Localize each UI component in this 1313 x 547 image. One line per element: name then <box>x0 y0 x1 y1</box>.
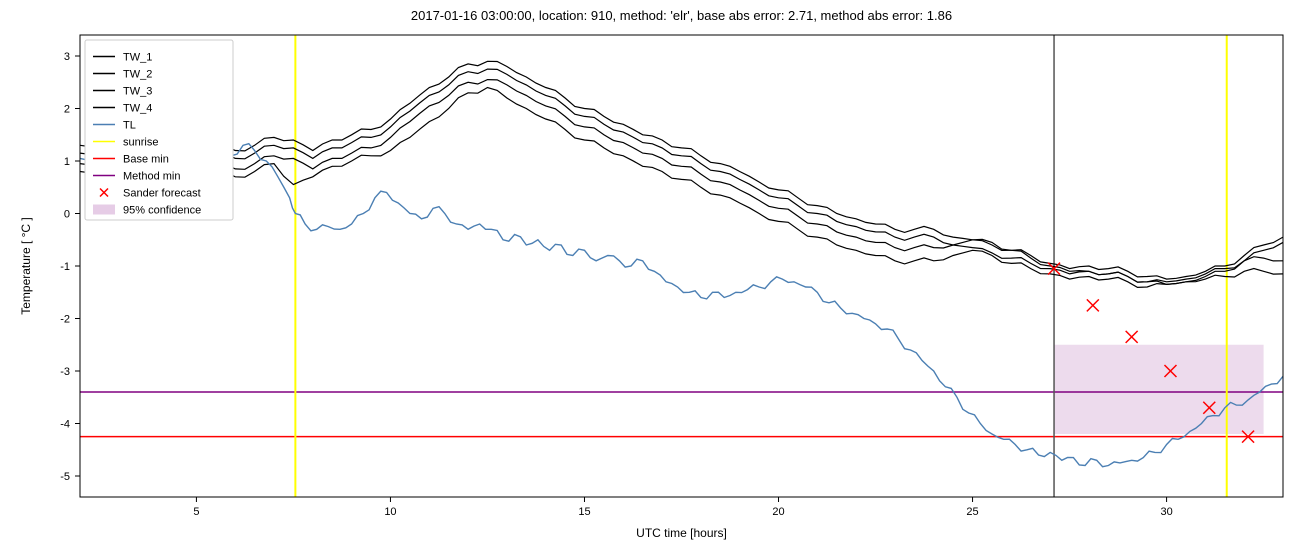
y-tick-label: -3 <box>60 366 70 378</box>
x-tick-label: 25 <box>966 506 978 518</box>
confidence-patch <box>1054 345 1264 434</box>
x-tick-label: 10 <box>384 506 396 518</box>
y-tick-label: 2 <box>64 104 70 116</box>
x-tick-label: 20 <box>772 506 784 518</box>
chart-title: 2017-01-16 03:00:00, location: 910, meth… <box>411 8 952 23</box>
legend-label: Base min <box>123 154 169 166</box>
legend-label: 95% confidence <box>123 205 201 217</box>
y-tick-label: -5 <box>60 471 70 483</box>
y-tick-label: 0 <box>64 209 70 221</box>
x-tick-label: 15 <box>578 506 590 518</box>
legend-label: TL <box>123 120 136 132</box>
legend: TW_1 TW_2 TW_3 TW_4 TL sunrise Base min Method … <box>85 40 233 220</box>
legend-label: TW_2 <box>123 69 152 81</box>
y-axis-label: Temperature [ °C ] <box>19 217 33 315</box>
y-tick-label: 1 <box>64 156 70 168</box>
legend-label: TW_3 <box>123 86 152 98</box>
x-tick-label: 5 <box>193 506 199 518</box>
y-tick-label: -4 <box>60 419 70 431</box>
legend-label: sunrise <box>123 137 158 149</box>
chart-container: 5 10 15 20 25 30 -5 -4 -3 -2 -1 0 1 2 3 UTC time [hours… <box>0 0 1313 547</box>
x-axis-label: UTC time [hours] <box>636 526 727 540</box>
legend-label: TW_1 <box>123 52 152 64</box>
y-tick-label: -2 <box>60 314 70 326</box>
legend-label: Method min <box>123 171 180 183</box>
y-tick-label: -1 <box>60 261 70 273</box>
legend-label: TW_4 <box>123 103 152 115</box>
x-tick-label: 30 <box>1160 506 1172 518</box>
y-tick-label: 3 <box>64 51 70 63</box>
legend-label: Sander forecast <box>123 188 201 200</box>
temperature-chart: 5 10 15 20 25 30 -5 -4 -3 -2 -1 0 1 2 3 UTC time [hours… <box>0 0 1313 547</box>
